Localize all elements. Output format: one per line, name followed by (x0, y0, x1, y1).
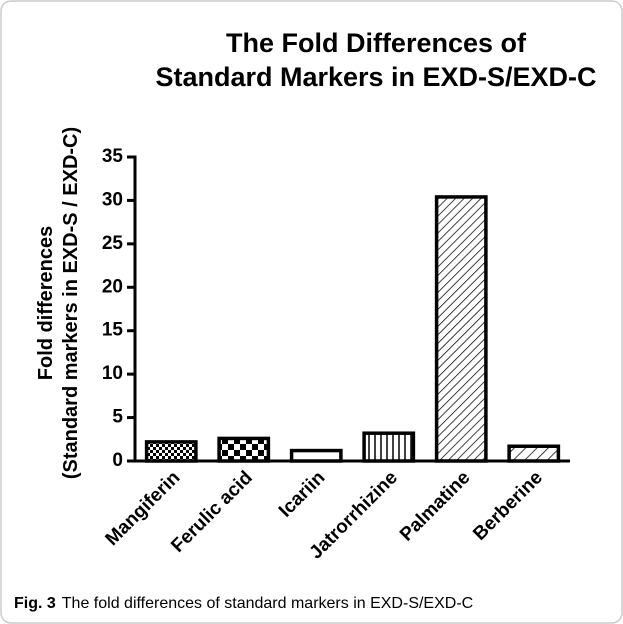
caption-text: The fold differences of standard markers… (62, 595, 473, 612)
caption-label: Fig. 3 (14, 595, 56, 612)
bar (217, 436, 271, 463)
y-tick-label: 0 (112, 450, 123, 471)
bar (144, 440, 198, 463)
chart-title: The Fold Differences of (226, 28, 527, 58)
bar (289, 448, 343, 463)
y-tick-label: 20 (102, 276, 123, 297)
y-tick-label: 5 (112, 407, 123, 428)
y-tick-label: 10 (102, 363, 123, 384)
y-axis-label: Fold differences (35, 226, 57, 380)
y-axis-label: (Standard markers in EXD-S / EXD-C) (60, 127, 82, 479)
y-tick-label: 30 (102, 189, 123, 210)
bar (507, 444, 561, 463)
y-tick-label: 25 (102, 233, 124, 254)
chart-title: Standard Markers in EXD-S/EXD-C (155, 62, 596, 92)
y-tick-label: 15 (102, 320, 124, 341)
y-tick-label: 35 (102, 146, 124, 167)
caption: Fig. 3 The fold differences of standard m… (14, 595, 473, 612)
bar (362, 431, 416, 463)
bar (434, 195, 488, 463)
